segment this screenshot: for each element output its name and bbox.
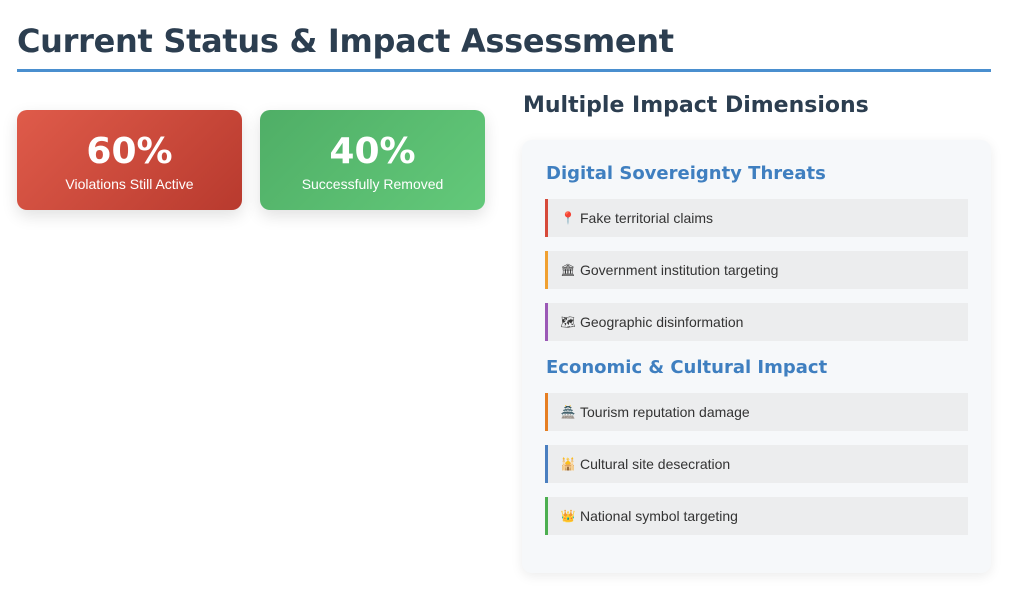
impact-item-cultural-desecration: 🕌 Cultural site desecration: [545, 445, 968, 483]
impact-item-national-symbol: 👑 National symbol targeting: [545, 497, 968, 535]
impact-item-label: Fake territorial claims: [580, 210, 714, 226]
group-title-digital-sovereignty: Digital Sovereignty Threats: [546, 163, 826, 184]
impact-dimensions-panel: Digital Sovereignty Threats 📍 Fake terri…: [522, 140, 991, 573]
impact-item-government-targeting: 🏛 Government institution targeting: [545, 251, 968, 289]
pin-icon: 📍: [560, 211, 576, 225]
crown-icon: 👑: [560, 509, 576, 523]
temple-icon: 🏯: [560, 405, 576, 419]
page-title: Current Status & Impact Assessment: [17, 22, 674, 60]
map-icon: 🗺: [560, 315, 576, 329]
title-divider: [17, 69, 991, 72]
stat-value: 60%: [86, 131, 173, 172]
government-building-icon: 🏛: [560, 263, 576, 277]
impact-item-label: National symbol targeting: [580, 508, 738, 524]
stat-label: Violations Still Active: [65, 176, 194, 192]
stat-card-active-violations: 60% Violations Still Active: [17, 110, 242, 210]
group-title-economic-cultural: Economic & Cultural Impact: [546, 357, 828, 378]
impact-item-label: Tourism reputation damage: [580, 404, 750, 420]
impact-item-label: Government institution targeting: [580, 262, 779, 278]
impact-item-label: Cultural site desecration: [580, 456, 731, 472]
impact-dimensions-heading: Multiple Impact Dimensions: [523, 93, 869, 118]
impact-item-tourism-damage: 🏯 Tourism reputation damage: [545, 393, 968, 431]
cultural-site-icon: 🕌: [560, 457, 576, 471]
stat-value: 40%: [329, 131, 416, 172]
impact-item-label: Geographic disinformation: [580, 314, 744, 330]
impact-item-geographic-disinformation: 🗺 Geographic disinformation: [545, 303, 968, 341]
stat-label: Successfully Removed: [301, 176, 444, 192]
impact-item-fake-territorial-claims: 📍 Fake territorial claims: [545, 199, 968, 237]
stat-card-removed: 40% Successfully Removed: [260, 110, 485, 210]
